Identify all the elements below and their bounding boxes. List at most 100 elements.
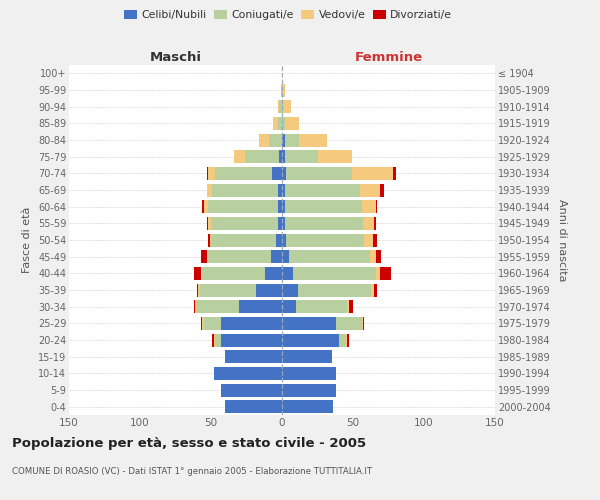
Bar bbox=[256, 284, 282, 296]
Bar bbox=[274, 117, 278, 130]
Bar bbox=[282, 250, 289, 263]
Legend: Celibi/Nubili, Coniugati/e, Vedovi/e, Divorziati/e: Celibi/Nubili, Coniugati/e, Vedovi/e, Di… bbox=[119, 6, 457, 25]
Bar bbox=[271, 250, 282, 263]
Bar bbox=[196, 300, 197, 313]
Bar bbox=[346, 334, 347, 346]
Bar bbox=[336, 317, 362, 330]
Bar bbox=[285, 117, 299, 130]
Bar bbox=[362, 200, 376, 213]
Bar bbox=[215, 167, 272, 180]
Bar bbox=[380, 267, 391, 280]
Bar bbox=[208, 167, 215, 180]
Bar bbox=[207, 250, 271, 263]
Bar bbox=[282, 334, 339, 346]
Bar bbox=[212, 334, 214, 346]
Bar bbox=[221, 317, 282, 330]
Bar bbox=[282, 384, 336, 396]
Bar bbox=[204, 317, 221, 330]
Bar bbox=[373, 234, 377, 246]
Bar bbox=[362, 317, 363, 330]
Bar bbox=[282, 234, 286, 246]
Bar bbox=[296, 300, 347, 313]
Bar bbox=[285, 134, 299, 146]
Bar bbox=[272, 167, 282, 180]
Text: Femmine: Femmine bbox=[355, 51, 422, 64]
Bar bbox=[277, 234, 282, 246]
Bar bbox=[282, 84, 285, 96]
Bar bbox=[211, 234, 277, 246]
Bar bbox=[363, 217, 374, 230]
Bar bbox=[269, 134, 282, 146]
Bar bbox=[364, 234, 373, 246]
Bar bbox=[282, 217, 285, 230]
Bar bbox=[286, 234, 364, 246]
Bar bbox=[282, 400, 333, 413]
Bar bbox=[211, 217, 278, 230]
Bar bbox=[374, 284, 377, 296]
Bar bbox=[282, 117, 285, 130]
Bar bbox=[282, 100, 283, 113]
Bar bbox=[282, 150, 285, 163]
Bar bbox=[282, 167, 286, 180]
Bar bbox=[380, 184, 384, 196]
Bar bbox=[278, 217, 282, 230]
Bar bbox=[208, 200, 278, 213]
Bar bbox=[221, 334, 282, 346]
Bar bbox=[209, 234, 211, 246]
Bar bbox=[282, 134, 285, 146]
Bar bbox=[194, 267, 201, 280]
Text: Maschi: Maschi bbox=[149, 51, 202, 64]
Bar bbox=[201, 317, 202, 330]
Bar bbox=[245, 150, 279, 163]
Bar bbox=[279, 100, 282, 113]
Bar bbox=[393, 167, 395, 180]
Bar bbox=[234, 150, 245, 163]
Bar bbox=[286, 167, 352, 180]
Bar bbox=[221, 384, 282, 396]
Bar bbox=[201, 250, 207, 263]
Bar bbox=[208, 234, 209, 246]
Bar bbox=[282, 317, 336, 330]
Bar bbox=[208, 217, 211, 230]
Bar bbox=[347, 300, 349, 313]
Bar bbox=[349, 300, 353, 313]
Bar bbox=[376, 250, 382, 263]
Bar bbox=[374, 217, 376, 230]
Text: Popolazione per età, sesso e stato civile - 2005: Popolazione per età, sesso e stato civil… bbox=[12, 438, 366, 450]
Bar bbox=[215, 334, 221, 346]
Bar bbox=[376, 267, 380, 280]
Bar bbox=[285, 150, 317, 163]
Bar bbox=[278, 100, 279, 113]
Bar bbox=[317, 150, 352, 163]
Bar bbox=[283, 100, 290, 113]
Bar bbox=[265, 267, 282, 280]
Bar bbox=[202, 267, 265, 280]
Bar bbox=[278, 117, 282, 130]
Bar bbox=[285, 217, 363, 230]
Bar bbox=[282, 284, 298, 296]
Bar bbox=[207, 167, 208, 180]
Bar bbox=[371, 284, 374, 296]
Bar bbox=[339, 334, 346, 346]
Bar bbox=[201, 267, 202, 280]
Bar bbox=[278, 200, 282, 213]
Bar bbox=[285, 200, 362, 213]
Bar bbox=[347, 334, 349, 346]
Bar bbox=[214, 334, 215, 346]
Y-axis label: Fasce di età: Fasce di età bbox=[22, 207, 32, 273]
Bar bbox=[299, 134, 328, 146]
Bar bbox=[285, 184, 360, 196]
Bar bbox=[259, 134, 269, 146]
Bar bbox=[214, 367, 282, 380]
Bar bbox=[376, 200, 377, 213]
Bar bbox=[282, 184, 285, 196]
Bar bbox=[282, 367, 336, 380]
Bar bbox=[225, 350, 282, 363]
Bar bbox=[293, 267, 376, 280]
Bar bbox=[360, 184, 380, 196]
Bar bbox=[279, 150, 282, 163]
Bar bbox=[298, 284, 371, 296]
Bar bbox=[202, 200, 204, 213]
Bar bbox=[281, 84, 282, 96]
Bar bbox=[207, 184, 212, 196]
